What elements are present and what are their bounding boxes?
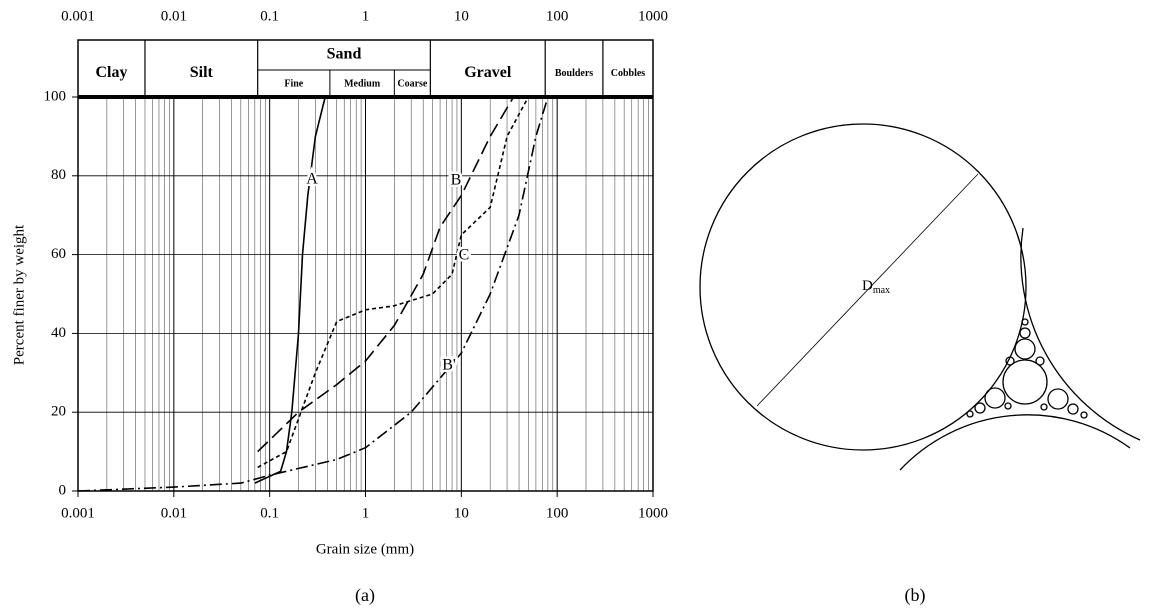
- class-label: Gravel: [464, 64, 512, 81]
- y-tick-label: 80: [51, 167, 66, 183]
- x-tick-label: 1000: [638, 505, 668, 521]
- series-label: B': [442, 357, 456, 374]
- x-top-tick-label: 0.1: [260, 8, 279, 24]
- x-top-tick-label: 1: [362, 8, 370, 24]
- x-top-tick-label: 0.001: [61, 8, 95, 24]
- caption: (a): [355, 585, 375, 606]
- x-tick-label: 0.1: [260, 505, 279, 521]
- data-line: [257, 96, 530, 469]
- class-label: Cobbles: [611, 68, 646, 79]
- arc: [1020, 227, 1141, 441]
- sand-sub-label: Medium: [344, 78, 381, 89]
- small-circle: [1002, 359, 1048, 405]
- small-circle: [1021, 318, 1029, 326]
- class-label: Boulders: [555, 68, 593, 79]
- small-circle: [966, 410, 974, 418]
- x-axis-label: Grain size (mm): [316, 541, 414, 557]
- x-tick-label: 1: [362, 505, 370, 521]
- series-label: A: [306, 171, 318, 188]
- class-label: Clay: [95, 64, 127, 81]
- sand-sub-label: Coarse: [397, 78, 428, 89]
- plot-frame: [77, 39, 654, 492]
- x-top-tick-label: 10: [454, 8, 469, 24]
- small-circle: [1019, 327, 1031, 339]
- sand-sub-label: Fine: [284, 78, 303, 89]
- x-tick-label: 0.01: [161, 505, 187, 521]
- x-top-tick-label: 0.01: [161, 8, 187, 24]
- y-axis-label: Percent finer by weight: [11, 224, 27, 365]
- data-line: [257, 96, 515, 453]
- x-top-tick-label: 1000: [638, 8, 668, 24]
- series-label: C: [459, 247, 470, 264]
- caption: (b): [905, 585, 926, 606]
- y-tick-label: 20: [51, 404, 66, 420]
- small-circle: [974, 402, 986, 414]
- small-circle: [1040, 403, 1048, 411]
- y-tick-label: 100: [44, 88, 67, 104]
- y-tick-label: 40: [51, 325, 66, 341]
- x-tick-label: 10: [454, 505, 469, 521]
- y-tick-label: 0: [59, 482, 67, 498]
- class-label: Sand: [327, 46, 362, 63]
- small-circle: [984, 387, 1006, 409]
- label: D: [862, 278, 873, 294]
- chart: 0.0010.0010.010.010.10.11110101001001000…: [44, 8, 669, 521]
- class-label: Silt: [190, 64, 214, 81]
- diameter-line: [756, 173, 979, 407]
- small-circle: [1080, 411, 1088, 419]
- small-circle: [1047, 388, 1069, 410]
- large-circle: [699, 123, 1027, 451]
- small-circle: [1035, 356, 1045, 366]
- series-label: B: [451, 172, 462, 189]
- label-subscript: max: [873, 285, 890, 296]
- diagram: [699, 123, 1141, 471]
- x-top-tick-label: 100: [546, 8, 569, 24]
- x-tick-label: 0.001: [61, 505, 95, 521]
- diameter-label: Dmax: [862, 278, 890, 296]
- small-circle: [1005, 356, 1015, 366]
- data-line: [254, 96, 326, 484]
- small-circle: [1004, 402, 1012, 410]
- small-circle: [1014, 338, 1036, 360]
- y-tick-label: 60: [51, 246, 66, 262]
- small-circle: [1067, 403, 1079, 415]
- arc: [899, 414, 1131, 471]
- x-tick-label: 100: [546, 505, 569, 521]
